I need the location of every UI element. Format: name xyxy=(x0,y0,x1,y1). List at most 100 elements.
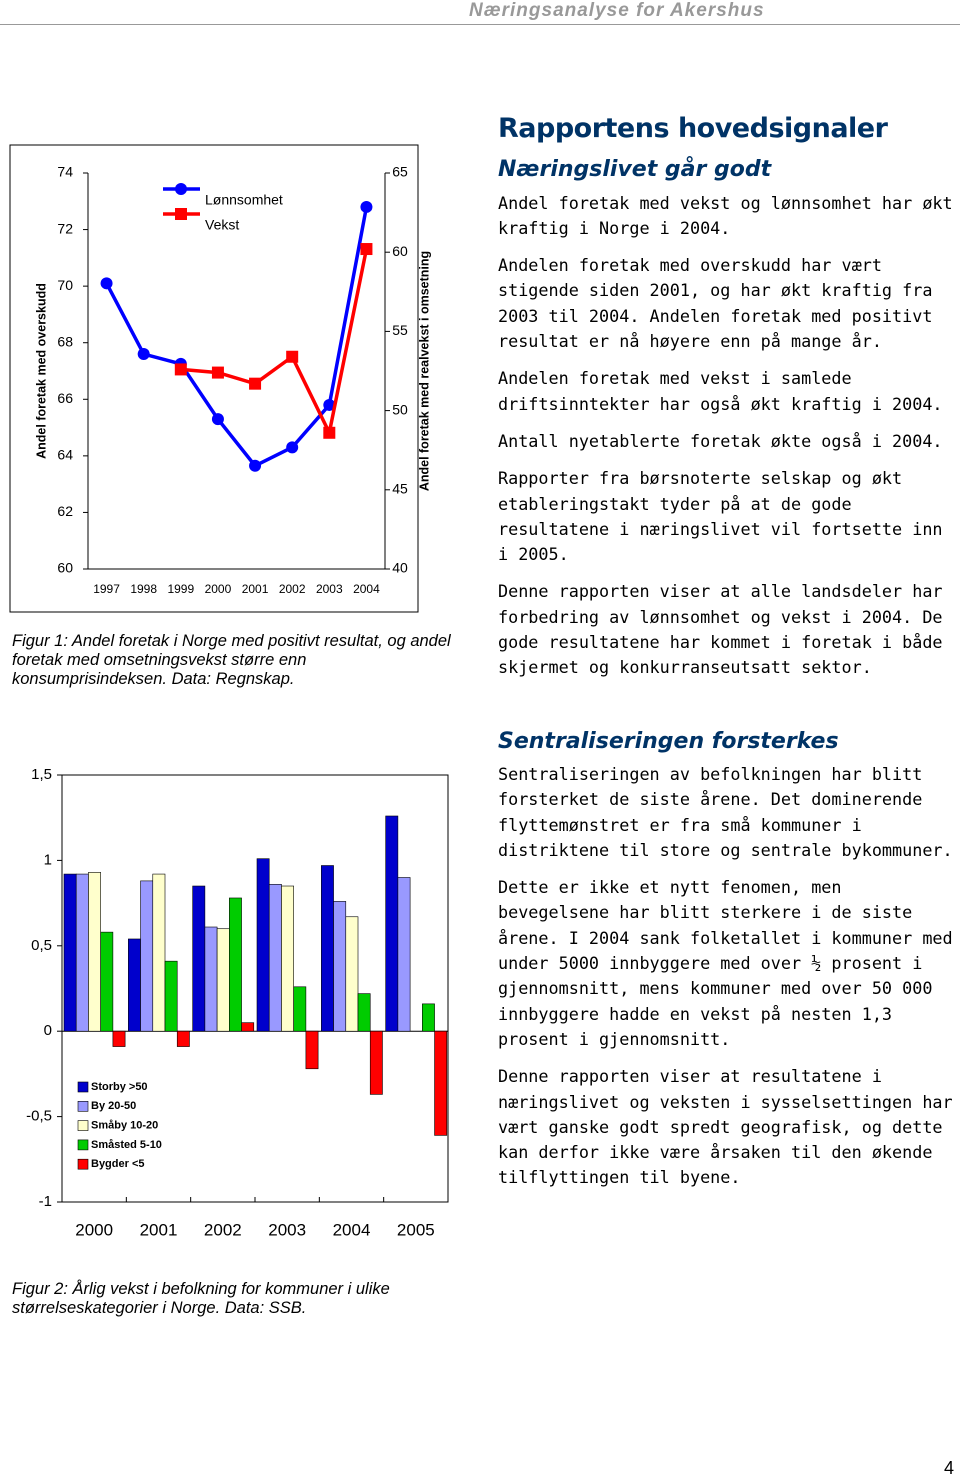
bar xyxy=(100,931,114,1032)
data-point xyxy=(286,350,299,363)
x-tick-label: 2003 xyxy=(316,582,343,596)
legend-swatch xyxy=(77,1120,89,1131)
section: Sentraliseringen forsterkes Sentraliserin… xyxy=(498,729,960,1191)
bar xyxy=(112,1030,126,1047)
y-tick-label: 64 xyxy=(57,447,73,463)
bar xyxy=(63,873,77,1032)
y-tick-label: -1 xyxy=(39,1193,52,1210)
y-tick-label: 70 xyxy=(57,277,73,293)
legend-label: Vekst xyxy=(205,217,239,233)
paragraph: Andel foretak med vekst og lønnsomhet ha… xyxy=(498,192,953,238)
data-point xyxy=(360,243,373,256)
paragraph: Denne rapporten viser at resultatene i n… xyxy=(498,1066,953,1188)
bar xyxy=(256,858,270,1032)
bar xyxy=(204,926,218,1032)
article-title: Rapportens hovedsignaler xyxy=(498,113,888,144)
y2-tick-label: 65 xyxy=(392,164,408,180)
figure-caption: Figur 2: Årlig vekst i befolkning for ko… xyxy=(12,1280,390,1317)
header: Næringsanalyse for Akershus xyxy=(0,0,960,25)
series-line xyxy=(105,206,369,468)
bar xyxy=(216,928,230,1032)
x-tick-label: 2001 xyxy=(140,1220,178,1239)
legend-swatch xyxy=(77,1139,89,1151)
y-tick-label: 1,5 xyxy=(31,766,52,783)
y2-tick-label: 40 xyxy=(392,560,408,576)
paragraph: Andelen foretak med vekst i samlede drif… xyxy=(498,368,943,414)
legend-swatch xyxy=(77,1081,89,1093)
x-tick-label: 2000 xyxy=(205,582,232,596)
bar xyxy=(128,938,141,1032)
data-point xyxy=(211,366,224,379)
legend-swatch xyxy=(77,1158,89,1170)
header-title: Næringsanalyse for Akershus xyxy=(465,0,769,22)
bar xyxy=(241,1022,255,1032)
x-tick-label: 2004 xyxy=(353,582,380,596)
bar xyxy=(422,1003,435,1032)
bar xyxy=(229,897,242,1032)
data-point xyxy=(211,413,224,426)
y-tick-label: 1 xyxy=(44,851,52,868)
x-tick-label: 1998 xyxy=(130,582,157,596)
bar xyxy=(293,986,307,1032)
bar xyxy=(434,1030,448,1136)
data-point xyxy=(249,377,262,390)
y2-axis-label: Andel foretak med realvekst i omsetning xyxy=(417,251,431,491)
x-tick-label: 2000 xyxy=(75,1220,113,1239)
paragraph: Rapporter fra børsnoterte selskap og økt… xyxy=(498,468,943,565)
x-tick-label: 2004 xyxy=(333,1220,371,1239)
data-point xyxy=(249,459,262,472)
y-axis-label: Andel foretak med overskudd xyxy=(34,283,48,459)
figure-caption: Figur 1: Andel foretak i Norge med posit… xyxy=(12,632,451,688)
y-tick-label: 62 xyxy=(57,503,73,519)
paragraph: Denne rapporten viser at alle landsdeler… xyxy=(498,581,943,678)
legend-label: Storby >50 xyxy=(91,1081,148,1093)
y-tick-label: 66 xyxy=(57,390,73,406)
bar xyxy=(305,1030,319,1070)
bar xyxy=(321,865,334,1032)
x-tick-label: 2005 xyxy=(397,1220,435,1239)
paragraph: Antall nyetablerte foretak økte også i 2… xyxy=(498,430,943,451)
data-point xyxy=(323,398,336,411)
y2-tick-label: 60 xyxy=(392,243,408,259)
article: Rapportens hovedsignaler Næringslivet går… xyxy=(498,113,960,1203)
legend-swatch xyxy=(77,1101,89,1112)
section-heading: Sentraliseringen forsterkes xyxy=(498,728,839,754)
paragraph: Sentraliseringen av befolkningen har bli… xyxy=(498,763,953,860)
page-number: 4 xyxy=(943,1458,954,1478)
data-point xyxy=(137,348,150,361)
bar xyxy=(152,873,166,1032)
bar xyxy=(164,960,178,1032)
data-point xyxy=(100,277,113,290)
y2-tick-label: 45 xyxy=(392,481,408,497)
y2-tick-label: 50 xyxy=(392,401,408,417)
legend-marker xyxy=(175,183,187,195)
data-point xyxy=(174,363,187,376)
bar xyxy=(88,872,101,1032)
legend-label: Lønnsomhet xyxy=(205,192,283,208)
x-tick-label: 1999 xyxy=(167,582,194,596)
section: Næringslivet går godt Andel foretak med v… xyxy=(498,157,960,680)
section-heading: Næringslivet går godt xyxy=(498,157,772,183)
data-point xyxy=(323,426,336,439)
data-point xyxy=(360,200,373,213)
legend-label: Småby 10-20 xyxy=(91,1120,158,1132)
x-tick-label: 1997 xyxy=(93,582,120,596)
bar xyxy=(357,993,371,1032)
bar xyxy=(75,873,89,1032)
paragraph: Dette er ikke et nytt fenomen, men beveg… xyxy=(498,877,953,1049)
y2-tick-label: 55 xyxy=(392,322,408,338)
legend-label: Bygder <5 xyxy=(91,1158,145,1170)
bar xyxy=(281,885,294,1032)
y-tick-label: 74 xyxy=(57,164,73,180)
y-tick-label: 60 xyxy=(57,560,73,576)
y-tick-label: 72 xyxy=(57,220,73,236)
bar xyxy=(369,1030,383,1095)
bar xyxy=(345,916,359,1032)
bar xyxy=(176,1030,190,1047)
y-tick-label: 0,5 xyxy=(31,937,52,954)
series-line xyxy=(180,248,369,439)
chart-frame xyxy=(9,144,419,613)
bar xyxy=(397,877,411,1032)
